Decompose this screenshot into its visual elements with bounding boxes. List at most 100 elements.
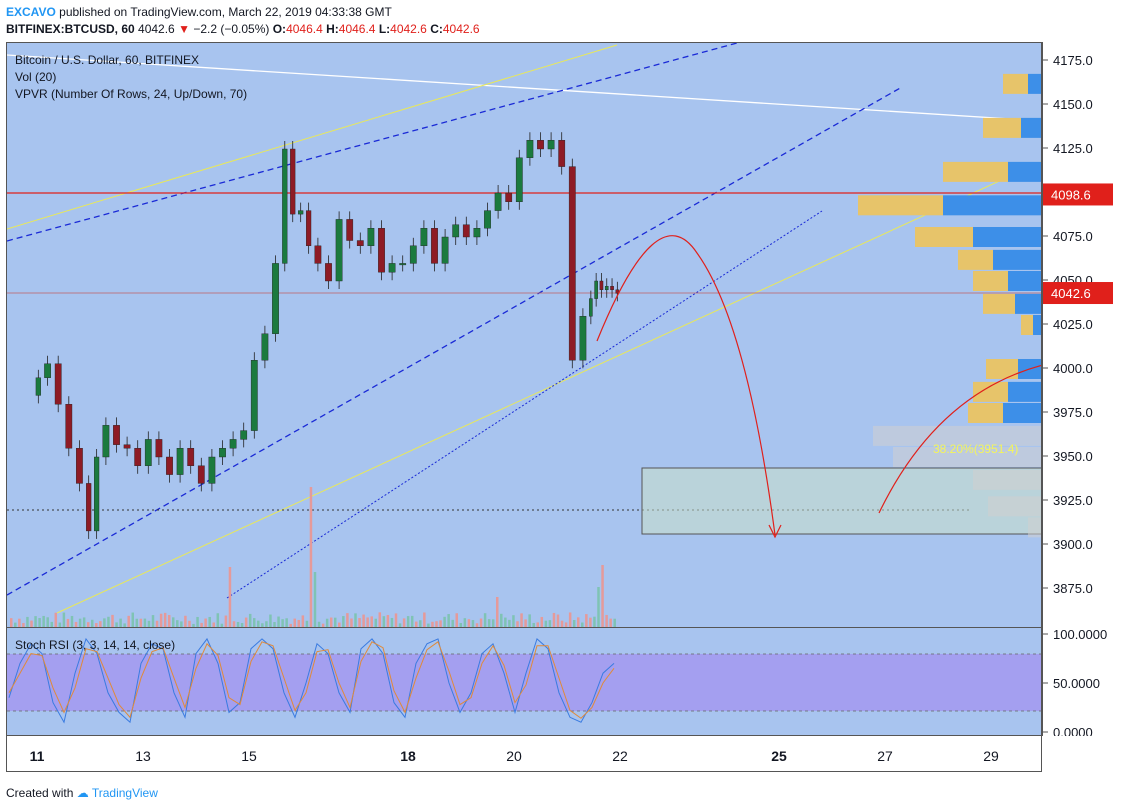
legend-vol: Vol (20) [15,70,57,84]
volume-bar-59 [248,613,252,627]
volume-bar-113 [467,619,471,627]
volume-bar-31 [135,618,139,627]
volume-bar-97 [402,618,406,627]
volume-bar-60 [253,618,256,627]
published-text: published on TradingView.com, March 22, … [59,5,392,19]
volume-bar-63 [265,621,268,627]
volume-bar-12 [58,622,62,627]
volume-bar-55 [232,621,236,627]
candle-body-24 [272,263,279,334]
volume-bar-105 [435,621,438,627]
candle-body-13 [155,439,163,458]
candle-body-28 [306,210,312,247]
candle-body-51 [547,139,555,150]
volume-bar-147 [605,614,608,627]
volume-bar-145 [597,587,600,627]
volume-bar-11 [54,612,58,627]
vpvr-down-bar-5 [958,249,993,270]
vpvr-up-bar-2 [1008,161,1041,182]
candle-body-30 [325,263,332,282]
vpvr-down-bar-2 [943,161,1008,182]
candle-body-41 [441,236,449,264]
volume-bar-102 [423,612,426,627]
volume-bar-77 [321,623,325,627]
volume-bar-27 [119,618,122,627]
volume-bar-88 [366,617,369,627]
volume-bar-86 [358,618,361,627]
volume-bar-112 [463,618,467,627]
volume-bar-34 [147,620,151,627]
volume-bar-131 [540,616,544,627]
volume-bar-95 [394,613,398,627]
volume-bar-81 [338,622,341,627]
volume-bar-58 [244,617,248,627]
low-label: L: [378,22,391,36]
vpvr-up-bar-10 [1008,381,1041,402]
volume-bar-51 [216,613,220,627]
candle-body-36 [388,263,396,273]
volume-bar-84 [350,618,353,627]
volume-bar-9 [46,617,49,627]
volume-bar-103 [427,623,430,627]
volume-bar-143 [589,617,592,627]
volume-bar-129 [532,622,535,627]
current-price-badge [1043,282,1113,305]
stoch-rsi-pane[interactable]: Stoch RSI (3, 3, 14, 14, close) [6,628,1042,736]
volume-bar-76 [317,621,321,627]
volume-bar-33 [143,618,147,627]
legend-title: Bitcoin / U.S. Dollar, 60, BITFINEX [15,53,200,67]
tradingview-logo-icon[interactable]: ☁ [76,786,89,800]
vpvr-up-bar-11 [1003,403,1041,423]
volume-bar-17 [78,618,82,627]
candle-body-49 [526,139,534,158]
volume-bar-79 [329,617,333,627]
volume-bar-110 [455,613,458,627]
vpvr-up-bar-4 [973,227,1041,247]
candle-body-25 [282,148,288,264]
volume-bar-61 [257,620,260,627]
tradingview-brand[interactable]: TradingView [91,786,158,800]
price-tick-label: 4000.0 [1053,361,1093,376]
volume-bar-134 [552,612,556,627]
volume-bar-25 [111,614,114,627]
price-tick-label: 4025.0 [1053,317,1093,332]
time-tick-label: 11 [30,748,45,764]
symbol-name: BITFINEX:BTCUSD, 60 [6,22,135,36]
volume-bar-117 [483,613,487,627]
rsi-tick-label: 0.0000 [1053,725,1093,736]
volume-bar-45 [192,623,195,627]
candle-body-27 [298,210,304,215]
candle-body-33 [356,240,364,247]
time-axis[interactable]: 11 13 15 18 20 22 25 27 29 [6,736,1042,772]
volume-bar-28 [123,623,126,627]
volume-bar-107 [443,616,446,627]
volume-bar-100 [415,621,418,627]
volume-bar-62 [261,623,264,627]
candle-body-44 [473,227,481,238]
rsi-tick-label: 50.0000 [1053,676,1100,691]
price-pane[interactable]: 38.20%(3951.4) Bitcoin / U.S. Dollar, 60… [6,42,1042,628]
volume-bar-140 [577,617,580,627]
price-axis[interactable]: 4175.0 4150.0 4125.0 4075.0 4050.0 4025.0 4000… [1042,42,1137,740]
volume-bar-69 [289,623,292,627]
volume-bar-114 [471,620,475,627]
volume-bar-6 [34,616,37,627]
volume-bar-130 [536,622,539,627]
candle-body-53 [568,166,576,361]
author-name[interactable]: EXCAVO [6,5,56,19]
volume-bar-106 [439,620,442,627]
volume-bar-39 [167,615,171,627]
candle-body-39 [420,227,428,246]
down-arrow-icon: ▼ [178,22,190,36]
volume-bar-146 [601,565,604,627]
volume-bar-29 [127,615,130,627]
candle-body-38 [409,245,417,264]
volume-bar-41 [176,620,179,627]
time-tick-label: 22 [612,748,628,764]
candle-body-56 [594,280,598,299]
volume-bar-53 [224,615,228,627]
candle-body-2 [44,363,51,379]
volume-bar-70 [293,618,296,627]
volume-bars [10,487,616,627]
volume-profile [858,73,1041,538]
